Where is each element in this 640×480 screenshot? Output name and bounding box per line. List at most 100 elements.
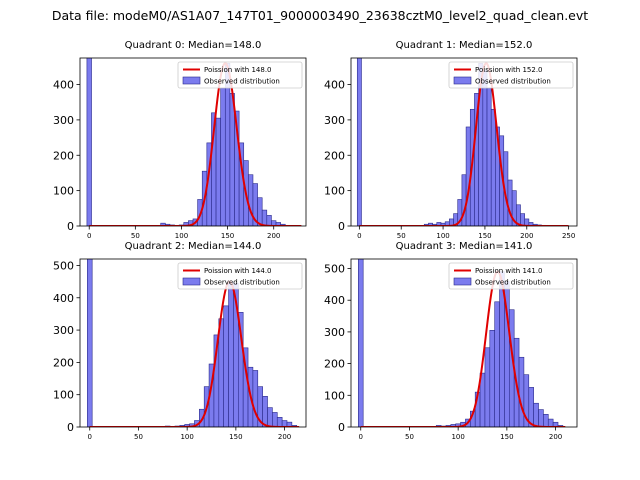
panel-legend: Poission with 148.0 Observed distribution — [177, 61, 303, 89]
histogram-bar — [547, 418, 554, 427]
y-tick-label: 400 — [53, 292, 74, 305]
panel-plot-area — [358, 259, 566, 427]
x-tick-label: 150 — [478, 232, 491, 240]
panel-title: Quadrant 3: Median=141.0 — [396, 241, 533, 252]
legend-label-observed: Observed distribution — [204, 78, 280, 86]
y-tick-label: 500 — [324, 263, 345, 276]
y-tick-label: 300 — [324, 114, 345, 127]
histogram-bar — [267, 407, 273, 427]
panel-axes-frame — [350, 258, 578, 428]
legend-bar-swatch — [182, 76, 201, 85]
histogram-bar — [257, 197, 263, 226]
x-tick-label: 100 — [180, 433, 193, 441]
legend-label-observed: Observed distribution — [475, 279, 551, 287]
x-tick-label: 50 — [397, 232, 406, 240]
x-tick-label: 0 — [87, 232, 91, 240]
y-tick-label: 0 — [67, 421, 74, 434]
x-tick-label: 100 — [175, 232, 188, 240]
x-tick-label: 200 — [278, 433, 291, 441]
legend-label-poisson: Poission with 144.0 — [204, 267, 272, 275]
panel-axes-frame — [79, 57, 307, 227]
histogram-bar — [533, 402, 539, 427]
histogram-bar — [228, 281, 234, 427]
histogram-bar — [538, 409, 544, 427]
x-tick-label: 100 — [451, 433, 464, 441]
figure-suptitle: Data file: modeM0/AS1A07_147T01_90000034… — [51, 8, 589, 23]
legend-bar-swatch — [182, 277, 201, 286]
poisson-fit-line — [360, 270, 566, 427]
x-tick-label: 0 — [88, 433, 92, 441]
panel-title: Quadrant 1: Median=152.0 — [396, 40, 533, 51]
panel-axes-frame — [350, 57, 578, 227]
x-tick-label: 150 — [229, 433, 242, 441]
y-tick-label: 0 — [67, 220, 74, 233]
histogram-bar — [490, 108, 496, 226]
histogram-bar — [223, 305, 229, 427]
y-tick-label: 400 — [324, 294, 345, 307]
y-tick-label: 100 — [324, 389, 345, 402]
y-tick-label: 200 — [324, 149, 345, 162]
histogram-bar — [261, 209, 268, 226]
y-tick-label: 0 — [338, 220, 345, 233]
histogram-bar — [494, 301, 500, 427]
histogram-bar — [252, 370, 259, 427]
histogram-bar — [87, 259, 93, 427]
histogram-bar — [218, 318, 224, 427]
histogram-bar — [86, 58, 92, 226]
histogram-bar — [552, 421, 559, 427]
y-tick-label: 200 — [324, 358, 345, 371]
y-tick-label: 400 — [324, 79, 345, 92]
panel-legend: Poission with 144.0 Observed distribution — [177, 262, 303, 290]
legend-box — [177, 61, 303, 89]
y-tick-label: 100 — [53, 185, 74, 198]
x-tick-label: 50 — [131, 232, 140, 240]
poisson-fit-line — [89, 280, 300, 427]
x-tick-label: 50 — [134, 433, 143, 441]
y-tick-label: 300 — [53, 114, 74, 127]
legend-bar-swatch — [453, 277, 472, 286]
x-tick-label: 250 — [562, 232, 575, 240]
y-tick-label: 500 — [53, 259, 74, 272]
legend-label-poisson: Poission with 152.0 — [475, 66, 543, 74]
histogram-bar — [482, 70, 488, 226]
histogram-bar — [356, 58, 362, 226]
histogram-bar — [489, 330, 495, 427]
legend-label-observed: Observed distribution — [204, 279, 280, 287]
y-tick-label: 300 — [324, 326, 345, 339]
x-tick-label: 50 — [405, 433, 414, 441]
histogram-bar — [486, 87, 492, 226]
panel-axes-frame — [79, 258, 307, 428]
legend-box — [448, 262, 574, 290]
legend-bar-swatch — [453, 76, 472, 85]
x-tick-label: 200 — [549, 433, 562, 441]
histogram-bar — [507, 179, 513, 226]
y-tick-label: 200 — [53, 149, 74, 162]
x-tick-label: 200 — [520, 232, 533, 240]
histogram-bar — [484, 347, 491, 427]
y-tick-label: 100 — [324, 185, 345, 198]
y-tick-label: 300 — [53, 324, 74, 337]
x-tick-label: 0 — [359, 433, 363, 441]
x-tick-label: 150 — [221, 232, 234, 240]
histogram-bar — [220, 87, 226, 226]
histogram-bar — [266, 215, 272, 226]
histogram-bar — [262, 396, 268, 427]
panel-legend: Poission with 141.0 Observed distribution — [448, 262, 574, 290]
legend-label-observed: Observed distribution — [475, 78, 551, 86]
x-tick-label: 0 — [357, 232, 361, 240]
histogram-bar — [215, 117, 221, 226]
y-tick-label: 100 — [53, 389, 74, 402]
histogram-bar — [518, 356, 525, 427]
panel-title: Quadrant 0: Median=148.0 — [125, 40, 262, 51]
histogram-bar — [358, 259, 364, 427]
legend-box — [448, 61, 574, 89]
quadrant-panel-3: Quadrant 3: Median=141.0 0 50 100 150 200 0 100… — [324, 241, 578, 441]
legend-box — [177, 262, 303, 290]
x-tick-label: 150 — [500, 433, 513, 441]
y-tick-label: 0 — [338, 421, 345, 434]
histogram-bar — [248, 174, 254, 226]
panel-legend: Poission with 152.0 Observed distribution — [448, 61, 574, 89]
panel-title: Quadrant 2: Median=144.0 — [125, 241, 262, 252]
x-tick-label: 200 — [267, 232, 280, 240]
